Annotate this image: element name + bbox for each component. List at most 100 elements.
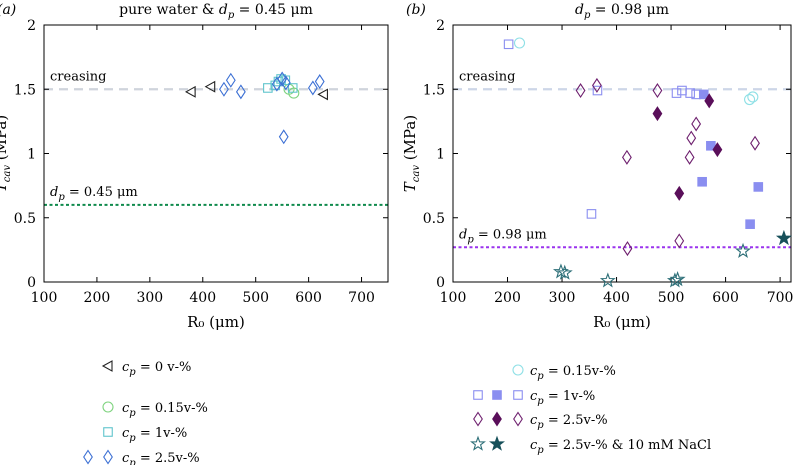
data-point-b-0-1 — [744, 93, 756, 106]
data-point-a-2-4 — [280, 75, 291, 86]
data-point-b-2-4 — [753, 182, 764, 192]
data-point-b-4-0 — [652, 106, 663, 122]
y-tick-label: 2 — [27, 18, 36, 34]
panel-title: dp​ = 0.98 μm — [575, 2, 669, 21]
data-point-b-1-2 — [592, 85, 603, 96]
data-point-b-5-1 — [556, 264, 573, 280]
y-tick-label: 1.5 — [423, 82, 445, 98]
legend-marker-2-0 — [103, 427, 113, 437]
legend-b: cp​ = 0.15v-% cp​ = 1v-% cp​ = 2.5v-% cp​ =… — [470, 364, 711, 456]
y-tick-label: 1 — [27, 147, 36, 163]
x-tick-label: 600 — [712, 290, 739, 306]
panel-a: creasing dp​ = 0.45 μm 100 200 300 400 500 600 7… — [0, 2, 389, 331]
data-point-b-1-4 — [677, 85, 687, 96]
data-point-b-1-3 — [671, 88, 682, 98]
legend-label: cp​ = 2.5v-% — [530, 413, 608, 431]
legend-marker-1-1 — [492, 390, 502, 400]
x-tick-label: 700 — [767, 290, 793, 306]
data-point-b-6-0 — [775, 229, 792, 246]
x-tick-label: 400 — [189, 290, 216, 306]
data-point-b-3-5 — [674, 233, 685, 249]
data-point-b-2-3 — [745, 219, 755, 229]
y-tick-label: 1.5 — [14, 82, 36, 98]
data-point-b-1-5 — [685, 88, 695, 98]
x-axis-label: R₀ (μm) — [187, 313, 245, 331]
y-axis-label: Tcav​ (MPa) — [0, 115, 13, 192]
legend-marker-1-0 — [102, 401, 114, 413]
data-point-a-0-0 — [184, 85, 196, 98]
legend-marker-2-0 — [473, 411, 483, 427]
data-point-b-3-6 — [684, 149, 695, 165]
x-tick-label: 500 — [658, 290, 685, 306]
data-point-b-3-4 — [652, 83, 663, 99]
x-tick-label: 100 — [31, 290, 58, 306]
panel-label: (a) — [0, 2, 16, 18]
data-point-b-3-8 — [691, 116, 702, 132]
y-tick-label: 0 — [27, 275, 36, 291]
legend-marker-2-2 — [513, 411, 523, 427]
data-point-b-1-0 — [503, 39, 514, 50]
legend-marker-3-1 — [489, 435, 505, 451]
reference-line-label: creasing — [459, 69, 515, 84]
reference-line-label: dp​ = 0.45 μm — [50, 185, 138, 203]
axes-frame — [43, 24, 389, 283]
y-tick-label: 0.5 — [14, 211, 36, 227]
x-tick-label: 700 — [348, 290, 375, 306]
legend-a: cp​ = 0 v-% cp​ = 0.15v-% cp​ = 1v-% cp​ = … — [83, 360, 208, 465]
x-tick-label: 200 — [84, 290, 111, 306]
data-point-b-3-7 — [686, 130, 697, 146]
legend-label: cp​ = 0.15v-% — [530, 364, 616, 382]
data-point-b-5-5 — [735, 242, 752, 258]
panel-b: creasing dp​ = 0.98 μm 100 200 300 400 500 600 7… — [401, 2, 793, 331]
data-point-b-1-1 — [586, 209, 597, 219]
legend-label: cp​ = 0.15v-% — [122, 401, 208, 419]
y-tick-label: 0.5 — [423, 211, 445, 227]
legend-label: cp​ = 0 v-% — [122, 360, 191, 378]
data-point-a-2-0 — [263, 83, 273, 93]
data-point-b-5-4 — [669, 271, 686, 287]
x-tick-label: 400 — [603, 290, 630, 306]
x-tick-label: 200 — [494, 290, 521, 306]
x-tick-label: 500 — [242, 290, 269, 306]
reference-line-label: dp​ = 0.98 μm — [459, 227, 547, 245]
x-tick-label: 100 — [440, 290, 467, 306]
data-point-a-3-5 — [278, 129, 289, 145]
y-axis-label: Tcav​ (MPa) — [401, 115, 422, 192]
y-tick-label: 1 — [436, 147, 445, 163]
data-point-b-0-0 — [513, 37, 526, 49]
data-point-b-3-9 — [750, 135, 760, 151]
legend-marker-1-0 — [473, 390, 483, 400]
data-point-a-0-2 — [317, 88, 328, 101]
reference-line-label: creasing — [50, 69, 106, 84]
legend-label: cp​ = 1v-% — [530, 389, 595, 407]
data-point-b-5-2 — [599, 272, 616, 288]
x-tick-label: 300 — [136, 290, 163, 306]
data-point-b-2-0 — [697, 176, 707, 187]
y-tick-label: 0 — [436, 275, 445, 291]
legend-label: cp​ = 2.5v-% — [122, 451, 200, 465]
panel-label: (b) — [406, 2, 426, 18]
data-point-a-3-2 — [235, 84, 246, 100]
data-point-a-3-6 — [280, 75, 291, 91]
axes-frame — [452, 24, 792, 283]
data-point-b-4-2 — [704, 93, 715, 109]
data-point-a-3-1 — [225, 72, 236, 88]
data-point-a-2-5 — [287, 83, 298, 93]
data-point-a-3-8 — [314, 74, 325, 90]
x-axis-label: R₀ (μm) — [593, 313, 651, 331]
data-point-a-3-0 — [219, 81, 229, 97]
data-point-a-0-1 — [204, 80, 216, 93]
legend-label: cp​ = 1v-% — [122, 426, 187, 444]
legend-marker-1-2 — [513, 390, 523, 400]
legend-marker-3-0 — [470, 435, 486, 451]
y-tick-label: 2 — [436, 18, 445, 34]
data-point-b-2-1 — [698, 89, 709, 100]
data-point-b-3-3 — [622, 241, 633, 257]
legend-marker-2-1 — [492, 411, 502, 427]
data-point-b-4-1 — [674, 185, 685, 201]
data-point-b-3-0 — [575, 83, 586, 99]
legend-marker-0-0 — [101, 360, 113, 372]
data-point-a-3-7 — [307, 80, 318, 96]
x-tick-label: 600 — [295, 290, 322, 306]
